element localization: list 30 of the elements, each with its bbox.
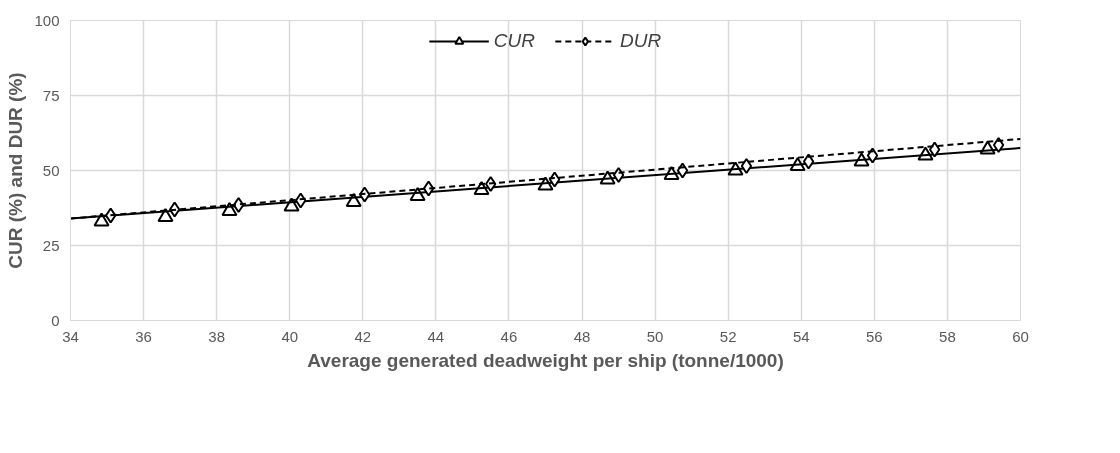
y-axis-title: CUR (%) and DUR (%)	[5, 72, 27, 269]
x-tick-label: 40	[281, 327, 299, 345]
point	[928, 141, 941, 158]
y-tick-label: 50	[42, 161, 60, 179]
x-tick-label: 56	[866, 327, 883, 345]
point	[802, 153, 815, 170]
y-tick-label: 100	[34, 11, 60, 29]
x-tick-label: 38	[208, 327, 225, 345]
point	[548, 171, 561, 188]
point	[612, 167, 625, 183]
x-tick-label: 54	[792, 327, 810, 345]
x-tick-label: 48	[573, 327, 591, 345]
point	[157, 207, 174, 223]
x-tick-label: 58	[939, 327, 956, 345]
x-tick-label: 50	[646, 327, 664, 345]
x-tick-label: 46	[500, 327, 518, 345]
x-tick-label: 42	[354, 327, 372, 345]
legend-label: CUR	[493, 30, 535, 52]
point	[740, 158, 753, 174]
y-tick-label: 0	[51, 311, 60, 329]
point	[93, 212, 110, 227]
x-tick-label: 36	[135, 327, 152, 345]
x-axis-title: Average generated deadweight per ship (tonne/1000)	[307, 349, 784, 371]
x-tick-label: 34	[62, 327, 79, 345]
x-tick-label: 44	[427, 327, 445, 345]
y-tick-label: 75	[42, 86, 60, 104]
x-tick-label: 52	[719, 327, 737, 345]
x-tick-label: 60	[1012, 327, 1029, 345]
legend-label: DUR	[620, 30, 662, 52]
y-tick-label: 25	[42, 236, 60, 254]
